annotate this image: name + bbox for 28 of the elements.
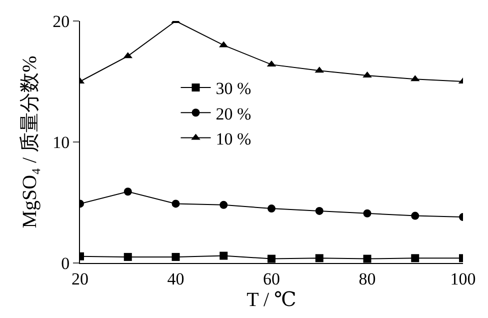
- legend-label: 20 %: [216, 104, 252, 124]
- x-tick-label: 40: [167, 269, 184, 288]
- x-tick-label: 60: [263, 269, 280, 288]
- legend-label: 10 %: [216, 129, 252, 148]
- x-axis-title: T / ℃: [246, 288, 296, 311]
- point: [315, 254, 324, 262]
- point: [315, 206, 324, 215]
- point: [172, 252, 180, 261]
- point: [124, 252, 132, 261]
- x-tick-label: 100: [450, 269, 476, 288]
- y-tick-label: 20: [52, 12, 70, 31]
- y-axis-title: MgSO₄ / 质量分数%: [19, 56, 42, 228]
- x-tick-label: 20: [72, 269, 88, 288]
- x-tick-label: 80: [358, 269, 376, 288]
- point: [363, 254, 372, 263]
- point: [363, 209, 372, 218]
- point: [172, 200, 180, 208]
- line-series: [80, 21, 463, 84]
- y-tick-label: 10: [52, 132, 70, 152]
- point: [268, 204, 276, 213]
- point: [411, 254, 420, 262]
- point: [220, 200, 228, 209]
- point: [411, 212, 420, 220]
- point: [268, 254, 276, 263]
- point: [220, 252, 228, 260]
- y-tick-label: 0: [61, 254, 70, 273]
- point: [124, 188, 132, 196]
- legend-label: 30 %: [216, 79, 252, 98]
